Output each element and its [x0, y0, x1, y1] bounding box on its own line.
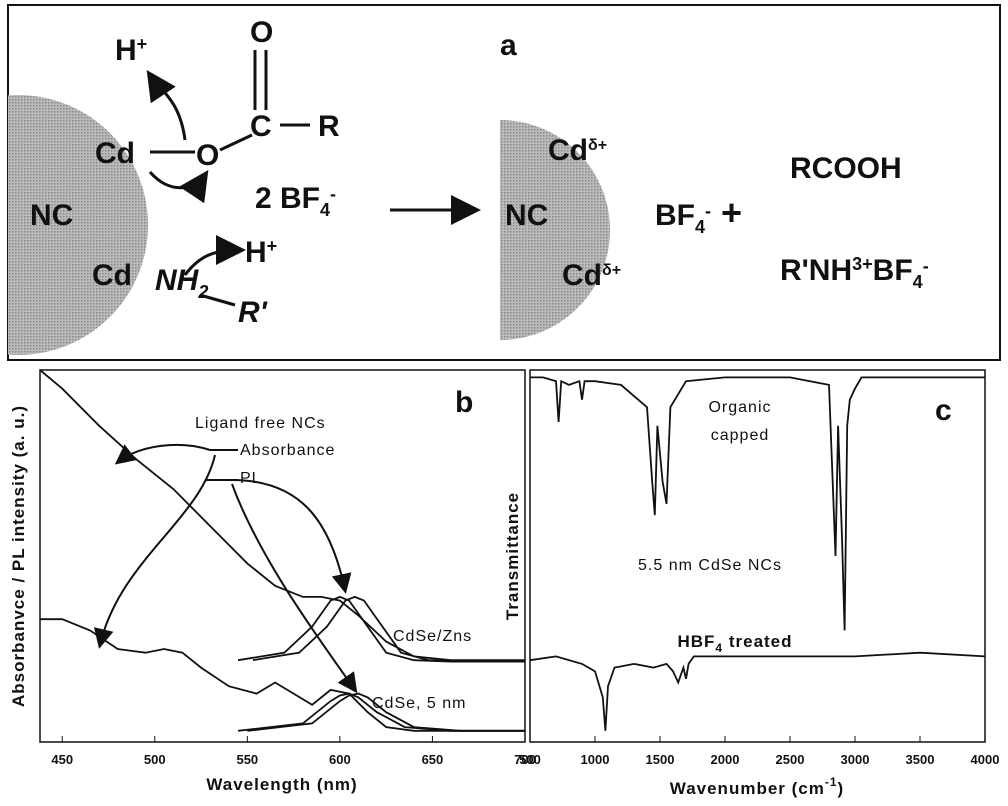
- annotation: HBF4 treated: [677, 632, 792, 655]
- x-tick-label: 1000: [581, 752, 610, 767]
- x-tick-label: 500: [144, 752, 166, 767]
- annotation: CdSe, 5 nm: [372, 695, 466, 712]
- annotation: CdSe/Zns: [393, 628, 472, 645]
- annotation: Absorbance: [240, 442, 335, 459]
- annotation: 5.5 nm CdSe NCs: [638, 557, 782, 574]
- text: NH2: [155, 264, 208, 302]
- x-tick-label: 3000: [841, 752, 870, 767]
- y-axis-label: Transmittance: [503, 492, 522, 620]
- panel-label: b: [455, 386, 473, 419]
- annotation: Organic: [708, 399, 771, 416]
- spectrum-line: [530, 376, 985, 631]
- panel-b-frame: [39, 369, 526, 743]
- x-tick-label: 2000: [711, 752, 740, 767]
- annotation: capped: [711, 427, 770, 444]
- panel-label: a: [500, 29, 517, 62]
- x-axis-label: Wavelength (nm): [206, 775, 357, 794]
- x-tick-label: 1500: [646, 752, 675, 767]
- text: Cdδ+: [548, 134, 607, 167]
- annotation: PL: [240, 470, 262, 487]
- x-tick-label: 550: [236, 752, 258, 767]
- text: Cd: [92, 259, 132, 292]
- spectrum-line: [252, 595, 525, 663]
- text: NC: [505, 199, 548, 232]
- spectrum-line: [237, 595, 525, 663]
- x-tick-label: 4000: [971, 752, 1000, 767]
- text: BF4- +: [655, 192, 742, 237]
- text: R: [318, 110, 340, 143]
- text: NC: [30, 199, 73, 232]
- text: O: [250, 16, 273, 49]
- y-axis-label: Absorbanvce / PL intensity (a. u.): [9, 405, 28, 707]
- x-tick-label: 450: [51, 752, 73, 767]
- spectrum-line: [39, 369, 525, 662]
- text: C: [250, 110, 272, 143]
- text: R': [238, 296, 268, 329]
- text: O: [196, 139, 219, 172]
- text: H+: [245, 236, 277, 269]
- x-tick-label: 500: [519, 752, 541, 767]
- text: 2 BF4-: [255, 182, 336, 220]
- x-tick-label: 2500: [776, 752, 805, 767]
- text: Cdδ+: [562, 259, 621, 292]
- panel-label: c: [935, 394, 952, 427]
- spectrum-line: [529, 651, 986, 731]
- x-tick-label: 650: [422, 752, 444, 767]
- x-tick-label: 700: [514, 752, 536, 767]
- scheme-shapes: [8, 95, 610, 355]
- annotation: Ligand free NCs: [195, 415, 326, 432]
- text: R'NH3+BF4-: [780, 254, 929, 292]
- annotation-arrows: [93, 443, 358, 694]
- scheme-text: a H+ O C R Cd O 2 BF4- NC Cd NH2 H+ R' C…: [30, 16, 929, 329]
- scheme-arrows: [146, 50, 481, 307]
- x-tick-label: 600: [329, 752, 351, 767]
- panel-c-frame: [529, 369, 986, 743]
- spectrum-line: [40, 618, 525, 732]
- text: H+: [115, 34, 147, 67]
- text: RCOOH: [790, 152, 902, 185]
- spectrum-line: [247, 692, 525, 732]
- x-axis-label: Wavenumber (cm-1): [670, 775, 844, 798]
- x-tick-label: 3500: [906, 752, 935, 767]
- text: Cd: [95, 137, 135, 170]
